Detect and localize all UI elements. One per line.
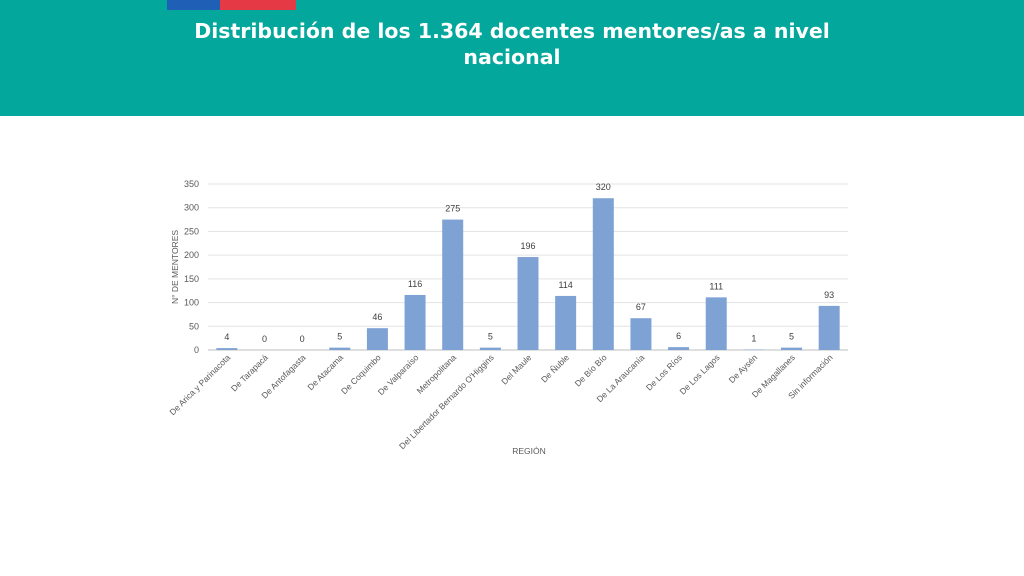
x-tick-label: De Ñuble <box>539 352 571 384</box>
x-tick-label: De Arica y Parinacota <box>167 352 232 417</box>
data-label: 46 <box>372 312 382 322</box>
y-tick-label: 200 <box>184 250 199 260</box>
flag-stripe-red <box>220 0 296 10</box>
data-label: 196 <box>520 241 535 251</box>
bar <box>555 295 577 350</box>
bar <box>216 348 238 350</box>
data-label: 114 <box>558 280 572 290</box>
data-label: 5 <box>789 332 794 342</box>
bar <box>818 305 840 350</box>
data-label: 67 <box>636 302 646 312</box>
x-tick-label: De Tarapacá <box>229 352 270 393</box>
y-tick-label: 300 <box>184 203 199 213</box>
data-label: 93 <box>824 290 834 300</box>
data-label: 4 <box>224 332 229 342</box>
x-tick-label: De Atacama <box>305 352 345 392</box>
y-tick-label: 350 <box>184 179 199 189</box>
data-label: 5 <box>488 332 493 342</box>
bar <box>592 198 614 350</box>
bar <box>366 328 388 350</box>
bar <box>404 294 426 350</box>
data-label: 1 <box>751 334 756 344</box>
x-tick-label: De Bío Bío <box>573 352 609 388</box>
data-label: 5 <box>337 332 342 342</box>
bar <box>479 347 501 350</box>
data-label: 275 <box>445 204 460 214</box>
y-tick-label: 0 <box>194 345 199 355</box>
header-banner: Distribución de los 1.364 docentes mento… <box>0 0 1024 116</box>
y-tick-label: 100 <box>184 298 199 308</box>
bar <box>781 347 803 350</box>
data-label: 111 <box>709 281 723 291</box>
data-label: 0 <box>262 334 267 344</box>
data-label: 6 <box>676 331 681 341</box>
page-title: Distribución de los 1.364 docentes mento… <box>194 19 830 69</box>
x-tick-label: De Valparaíso <box>376 352 421 397</box>
bar <box>517 257 539 350</box>
y-tick-label: 50 <box>189 321 199 331</box>
x-tick-label: De Los Ríos <box>644 352 684 392</box>
data-label: 116 <box>408 279 422 289</box>
y-tick-label: 150 <box>184 274 199 284</box>
flag-stripe-blue <box>167 0 220 10</box>
data-label: 320 <box>596 182 611 192</box>
y-axis-title: N° DE MENTORES <box>170 230 180 304</box>
bar <box>630 318 652 350</box>
y-tick-label: 250 <box>184 226 199 236</box>
x-tick-label: De Los Lagos <box>677 352 721 396</box>
bar <box>329 347 351 350</box>
bar <box>705 297 727 350</box>
bar <box>668 347 690 350</box>
x-tick-label: Del Maule <box>499 352 533 386</box>
x-axis-title: REGIÓN <box>512 446 546 456</box>
bar <box>442 219 464 350</box>
x-tick-label: De Aysén <box>727 352 760 385</box>
data-label: 0 <box>300 334 305 344</box>
